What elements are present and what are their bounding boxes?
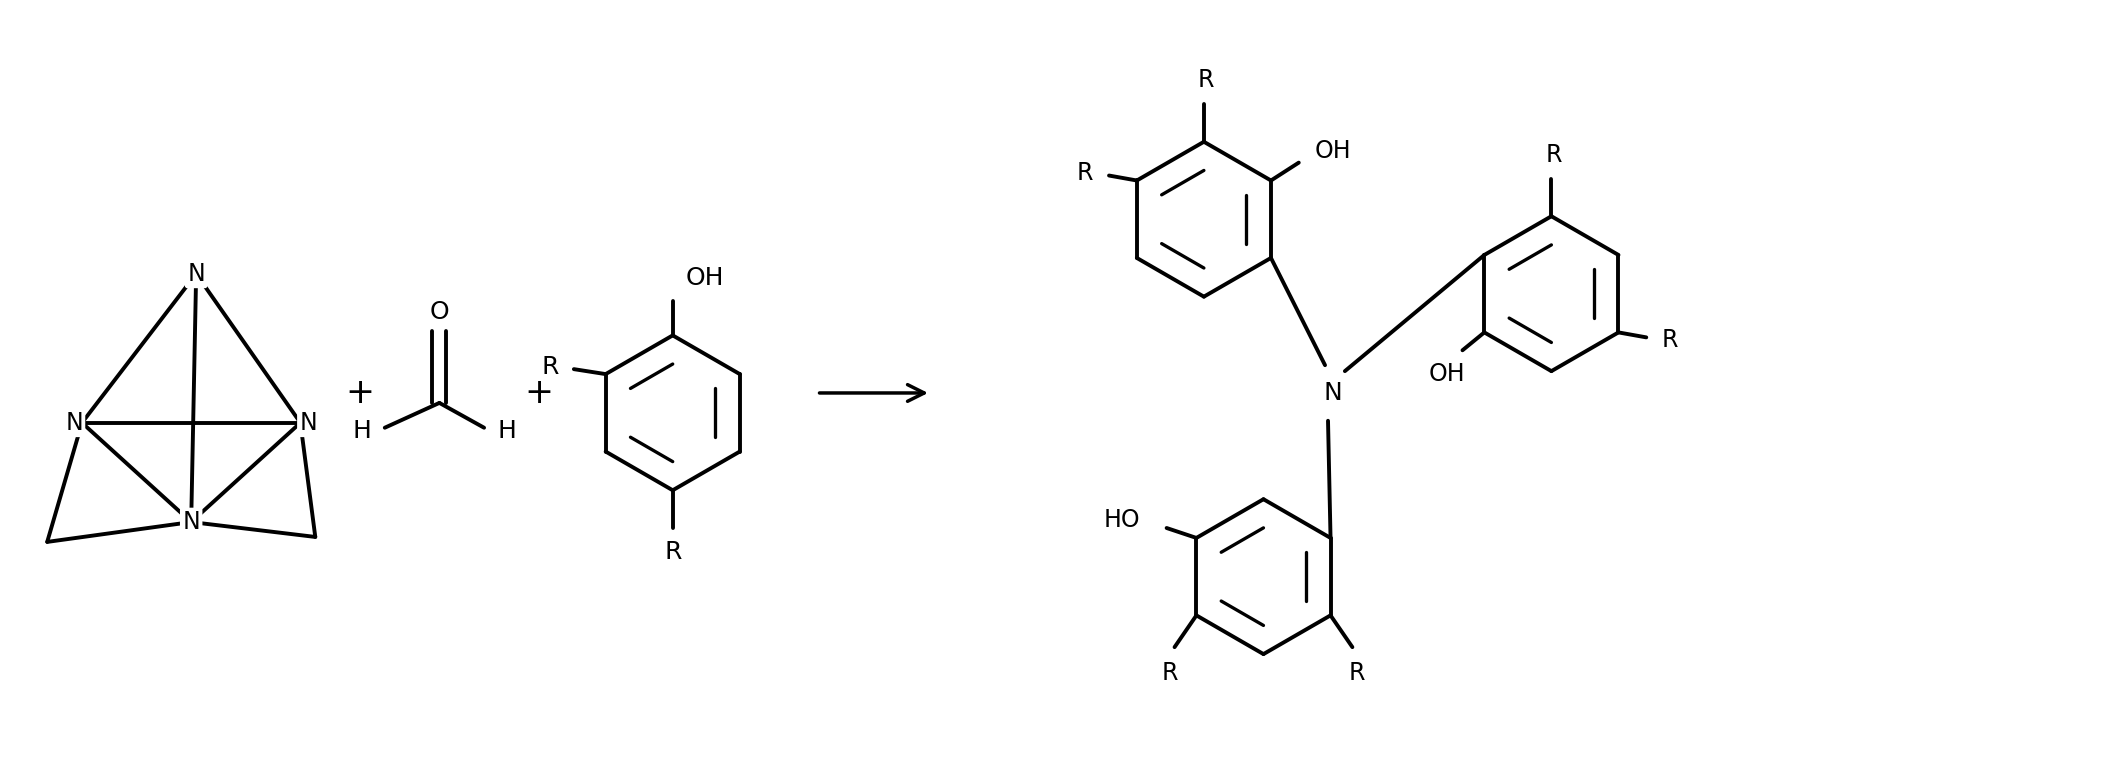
Text: HO: HO: [1104, 508, 1139, 532]
Text: H: H: [353, 419, 372, 443]
Text: R: R: [1160, 661, 1177, 685]
Text: R: R: [664, 540, 681, 564]
Text: OH: OH: [1314, 138, 1352, 163]
Text: R: R: [542, 356, 559, 379]
Text: N: N: [298, 411, 317, 435]
Text: OH: OH: [1427, 362, 1465, 386]
Text: N: N: [187, 262, 206, 286]
Text: N: N: [183, 510, 200, 534]
Text: +: +: [345, 376, 374, 410]
Text: R: R: [1349, 661, 1366, 685]
Text: R: R: [1545, 142, 1562, 166]
Text: R: R: [1663, 328, 1677, 352]
Text: N: N: [65, 411, 82, 435]
Text: R: R: [1198, 68, 1215, 93]
Text: O: O: [429, 300, 450, 324]
Text: H: H: [498, 419, 517, 443]
Text: R: R: [1076, 160, 1093, 184]
Text: +: +: [523, 376, 553, 410]
Text: OH: OH: [685, 266, 723, 289]
Text: N: N: [1324, 381, 1343, 405]
